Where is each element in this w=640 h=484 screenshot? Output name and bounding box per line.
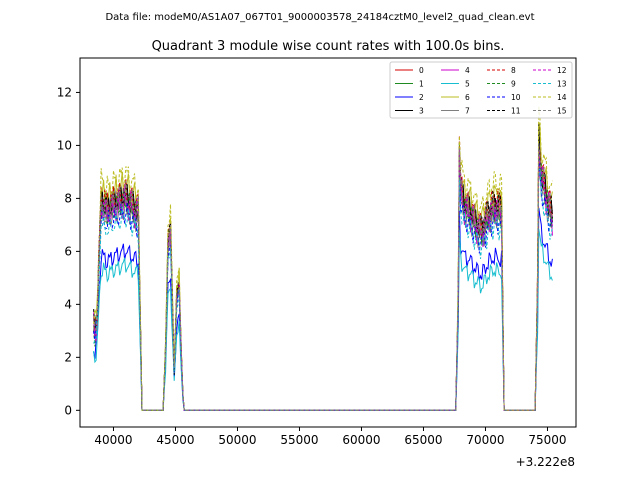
legend-label-7: 7 [465, 107, 470, 116]
chart-suptitle: Data file: modeM0/AS1A07_067T01_90000035… [105, 12, 534, 23]
y-tick-label: 10 [57, 138, 72, 152]
x-tick-label: 65000 [404, 433, 442, 447]
series-line-1 [93, 142, 553, 411]
legend-label-12: 12 [557, 66, 567, 75]
series-line-13 [93, 168, 553, 411]
chart-title: Quadrant 3 module wise count rates with … [152, 39, 505, 54]
y-tick-label: 12 [57, 85, 72, 99]
legend-label-3: 3 [419, 107, 424, 116]
x-tick-label: 40000 [94, 433, 132, 447]
plot-frame [79, 57, 577, 428]
series-line-3 [93, 123, 553, 411]
y-axis: 0 2 4 6 8 10 12 [57, 85, 80, 417]
legend-label-14: 14 [557, 93, 567, 102]
y-tick-label: 6 [64, 244, 72, 258]
y-tick-label: 0 [64, 403, 72, 417]
x-tick-label: 50000 [218, 433, 256, 447]
x-tick-label: 60000 [342, 433, 380, 447]
legend-label-13: 13 [557, 80, 567, 89]
legend-label-4: 4 [465, 66, 470, 75]
series-line-8 [93, 135, 553, 411]
legend-label-10: 10 [511, 93, 521, 102]
series-line-5 [93, 229, 553, 411]
legend-label-15: 15 [557, 107, 567, 116]
y-tick-label: 4 [64, 297, 72, 311]
x-tick-label: 55000 [280, 433, 318, 447]
legend-label-5: 5 [465, 80, 470, 89]
legend-label-2: 2 [419, 93, 424, 102]
x-tick-label: 75000 [528, 433, 566, 447]
legend-label-11: 11 [511, 107, 521, 116]
series-line-11 [93, 123, 553, 411]
series-line-6 [93, 122, 553, 411]
legend-label-0: 0 [419, 66, 424, 75]
x-offset-label: +3.222e8 [516, 455, 575, 469]
legend-label-8: 8 [511, 66, 516, 75]
series-line-12 [93, 147, 553, 411]
series-line-14 [93, 106, 553, 411]
legend-label-1: 1 [419, 80, 424, 89]
legend-label-9: 9 [511, 80, 516, 89]
y-tick-label: 2 [64, 350, 72, 364]
plot-lines [93, 106, 553, 411]
x-tick-label: 45000 [156, 433, 194, 447]
series-line-15 [93, 142, 553, 411]
x-axis: 40000 45000 50000 55000 60000 65000 70000 75000 [94, 427, 567, 447]
series-line-0 [93, 137, 553, 411]
legend-label-6: 6 [465, 93, 470, 102]
legend-box [389, 61, 573, 119]
x-tick-label: 70000 [466, 433, 504, 447]
y-tick-label: 8 [64, 191, 72, 205]
